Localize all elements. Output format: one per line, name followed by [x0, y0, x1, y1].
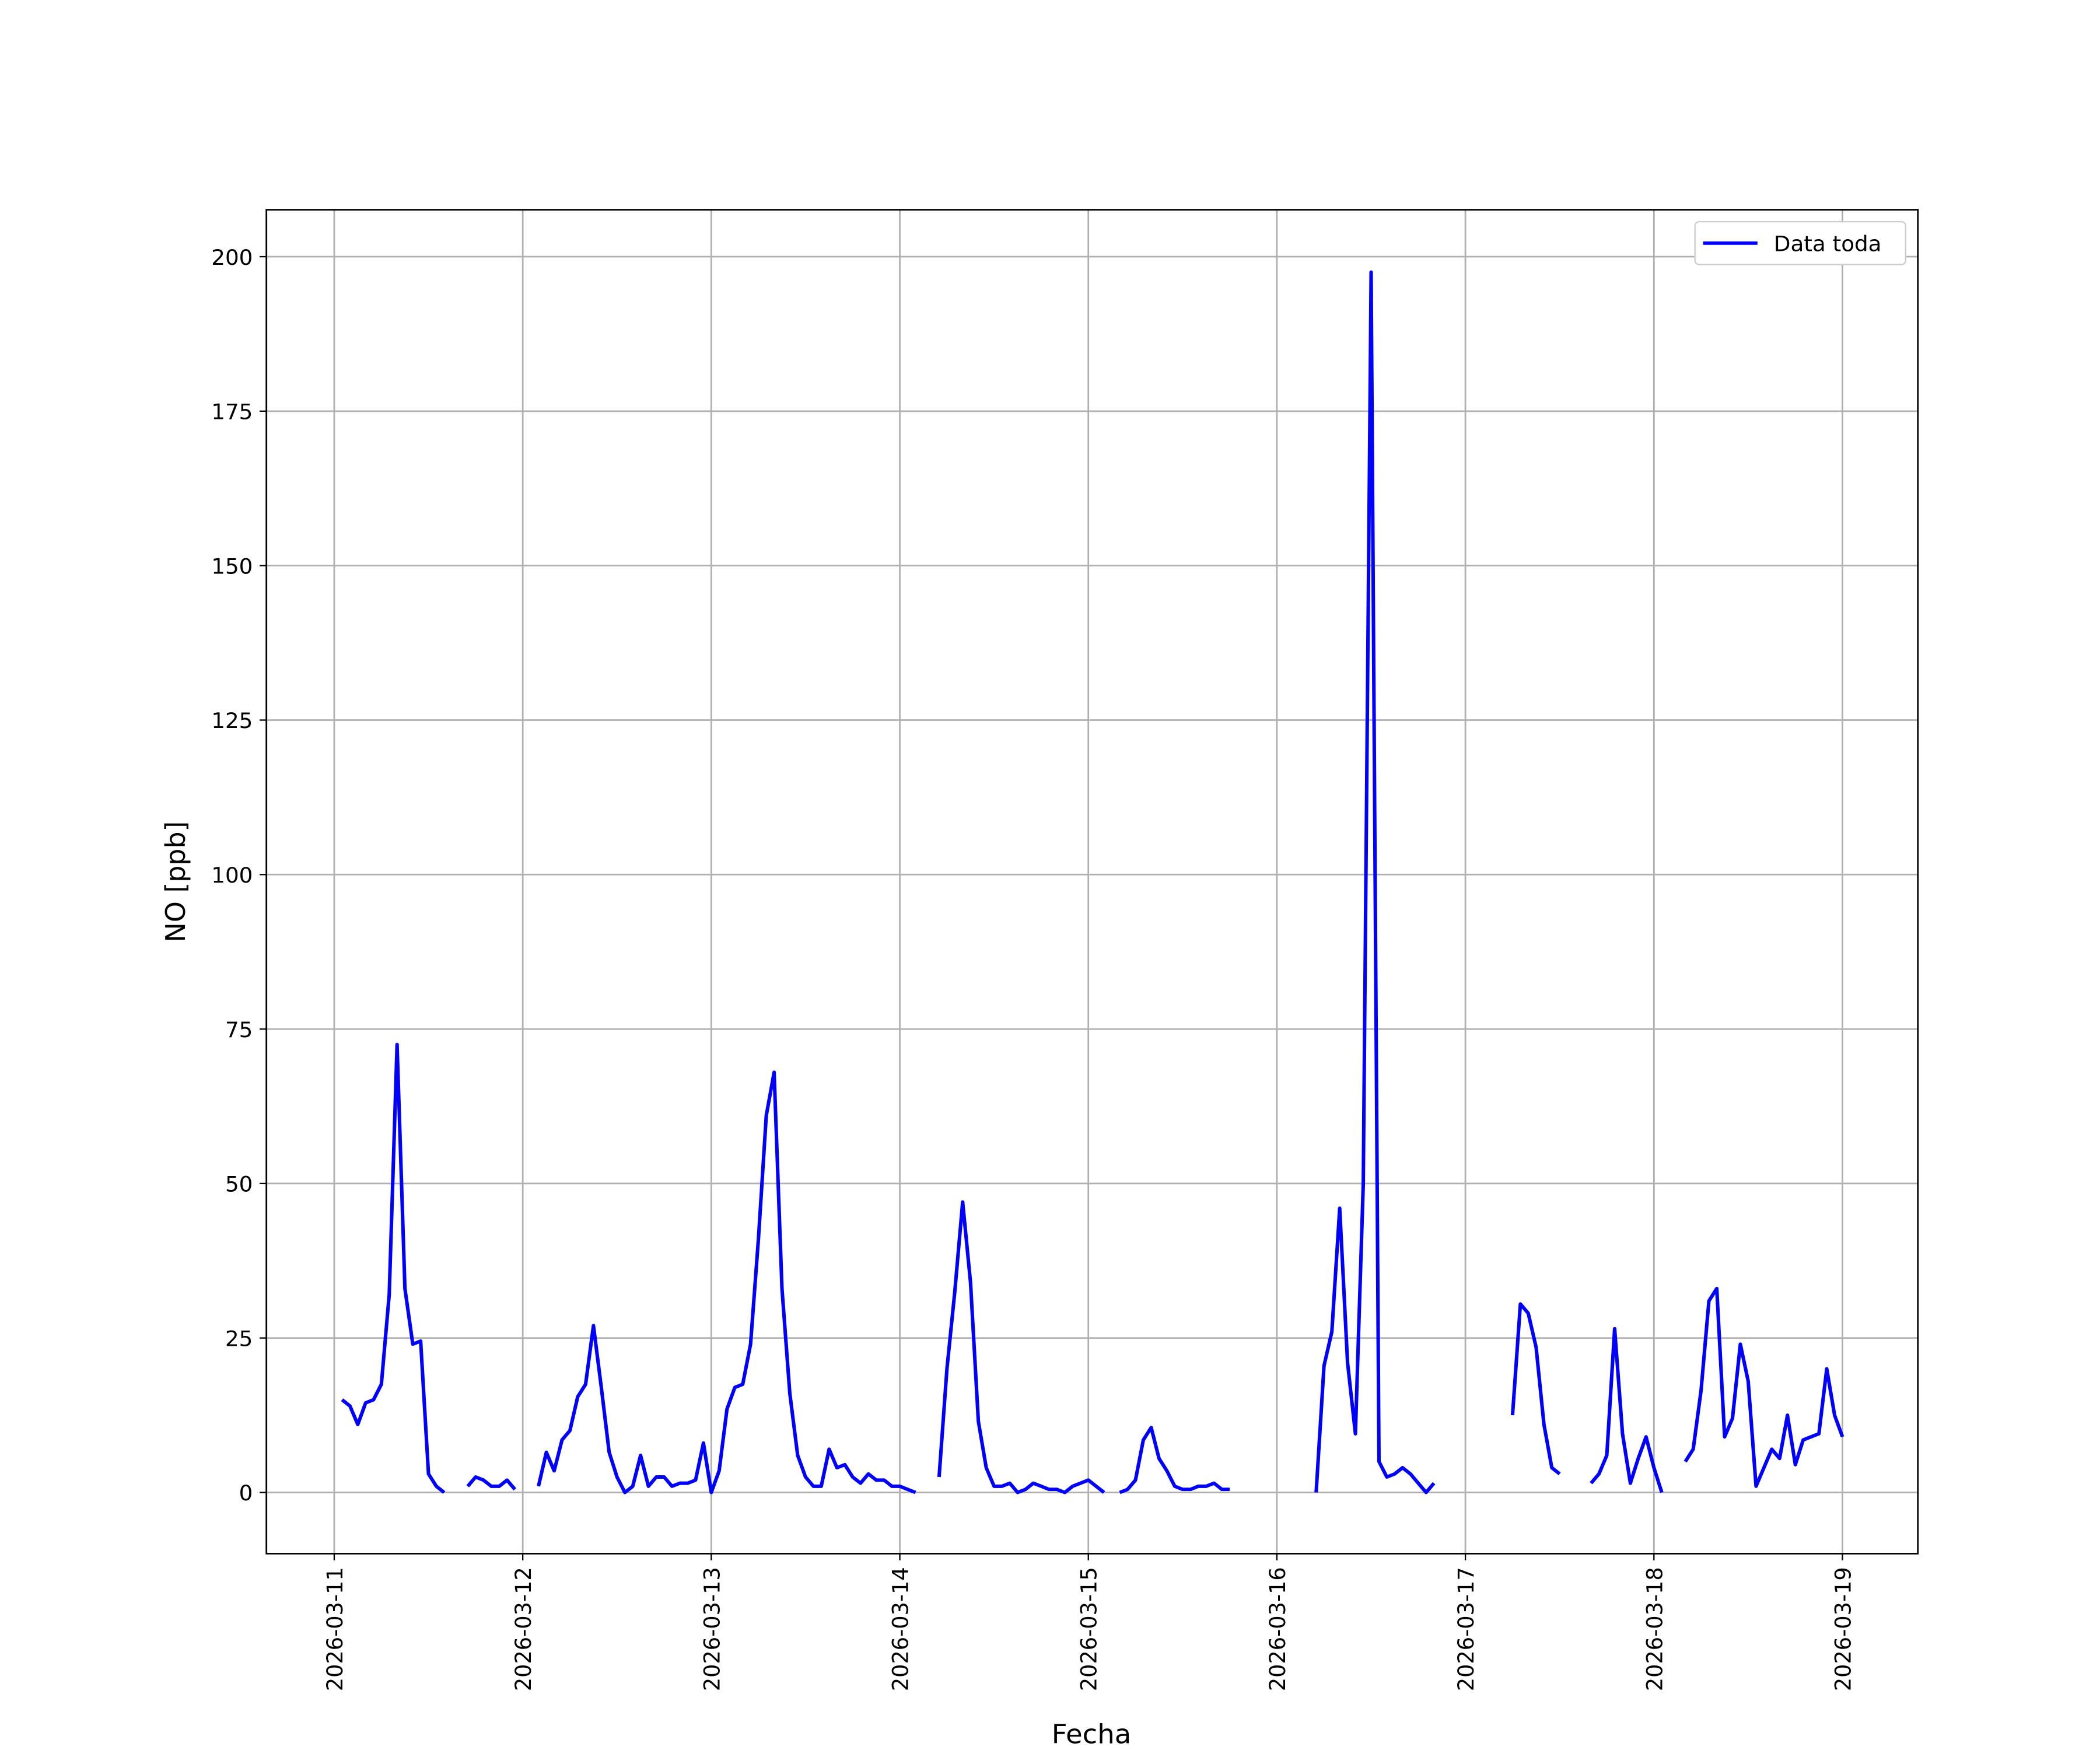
y-tick-label: 150: [211, 554, 253, 579]
data-line: [341, 270, 1845, 1494]
x-tick-label: 2026-03-17: [1454, 1567, 1479, 1691]
x-tick-label: 2026-03-13: [699, 1567, 724, 1691]
x-tick-label: 2026-03-18: [1642, 1567, 1667, 1691]
x-tick-label: 2026-03-16: [1265, 1567, 1290, 1691]
x-axis-label: Fecha: [1052, 1718, 1132, 1750]
x-tick-label: 2026-03-11: [323, 1567, 348, 1691]
x-tick-label: 2026-03-14: [888, 1567, 913, 1691]
y-tick-label: 175: [211, 400, 253, 425]
y-tick-label: 100: [211, 863, 253, 888]
y-tick-label: 75: [225, 1017, 253, 1042]
y-tick-label: 0: [239, 1481, 253, 1506]
legend-box: [1694, 221, 1906, 265]
y-tick-label: 25: [225, 1326, 253, 1352]
legend-label: Data toda: [1774, 232, 1882, 257]
y-tick-label: 125: [211, 708, 253, 733]
x-tick-label: 2026-03-19: [1831, 1567, 1856, 1691]
y-tick-label: 200: [211, 245, 253, 270]
plot-frame: [265, 209, 1919, 1555]
y-axis-label: NO [ppb]: [160, 821, 191, 943]
x-tick-label: 2026-03-12: [511, 1567, 536, 1691]
y-tick-label: 50: [225, 1172, 253, 1197]
x-tick-label: 2026-03-15: [1076, 1567, 1101, 1691]
